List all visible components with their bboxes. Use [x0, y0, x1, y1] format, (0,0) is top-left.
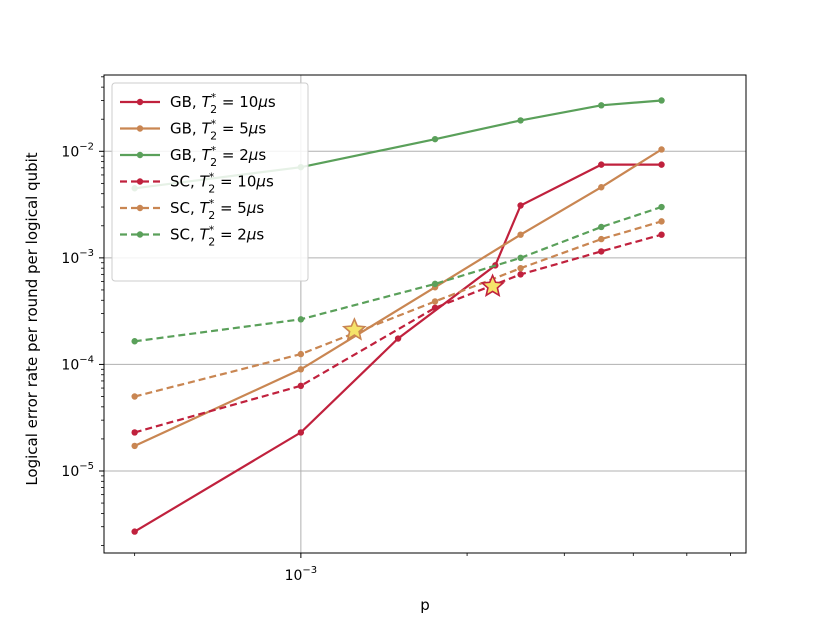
data-point	[658, 97, 665, 104]
legend-label: GB, T* 2 = 10μs	[170, 91, 276, 116]
data-point	[297, 429, 305, 436]
data-point	[297, 366, 305, 373]
data-point	[598, 184, 605, 191]
data-point	[131, 393, 138, 400]
marker-layer	[341, 273, 506, 341]
series-line-gb-5	[134, 148, 663, 447]
data-point	[598, 248, 605, 255]
y-axis-label: Logical error rate per round per logical…	[23, 152, 41, 485]
data-point	[517, 231, 524, 238]
data-point	[658, 218, 665, 225]
data-point	[431, 304, 439, 311]
crossing-star-marker	[480, 273, 506, 297]
x-axis-label: p	[420, 596, 430, 614]
legend-marker	[136, 151, 144, 159]
data-point	[131, 528, 138, 535]
data-point	[517, 202, 524, 209]
y-tick-label: 10−4	[61, 354, 94, 373]
data-point	[517, 271, 524, 278]
data-point	[297, 382, 305, 390]
data-point	[658, 161, 665, 168]
data-point	[431, 135, 439, 143]
legend-marker	[136, 178, 144, 185]
crossing-star-marker	[341, 317, 367, 341]
ticks: 10−5 10−4 10−3 10−2 10−3	[61, 76, 731, 584]
data-point	[394, 335, 402, 342]
data-point	[131, 442, 138, 450]
data-point	[131, 429, 138, 436]
legend-label: SC, T* 2 = 2μs	[170, 224, 264, 249]
data-point	[517, 117, 524, 124]
data-point	[431, 298, 439, 305]
data-point	[431, 280, 439, 288]
plot-frame	[103, 74, 747, 554]
legend-marker	[136, 98, 144, 106]
data-point	[131, 338, 138, 345]
data-point	[598, 102, 605, 109]
legend-label: SC, T* 2 = 10μs	[170, 171, 274, 196]
legend-label: GB, T* 2 = 5μs	[170, 118, 266, 143]
y-tick-label: 10−5	[61, 461, 94, 480]
legend-box	[111, 82, 309, 282]
data-point	[517, 264, 524, 272]
data-point	[297, 350, 305, 358]
data-point	[658, 203, 665, 211]
x-tick-label: 10−3	[285, 565, 318, 584]
legend-marker	[136, 231, 144, 238]
data-point	[598, 223, 605, 231]
data-point	[658, 231, 665, 238]
data-point	[658, 146, 665, 153]
legend-label: SC, T* 2 = 5μs	[170, 197, 264, 222]
legend-marker	[136, 125, 144, 132]
series-line-sc-10	[134, 233, 662, 434]
data-point	[297, 316, 305, 323]
data-point	[598, 235, 605, 243]
y-tick-label: 10−3	[61, 248, 94, 267]
legend-label: GB, T* 2 = 2μs	[170, 144, 266, 169]
data-point	[517, 254, 524, 262]
data-point	[598, 161, 605, 168]
y-tick-label: 10−2	[61, 141, 94, 160]
legend-marker	[136, 204, 144, 212]
